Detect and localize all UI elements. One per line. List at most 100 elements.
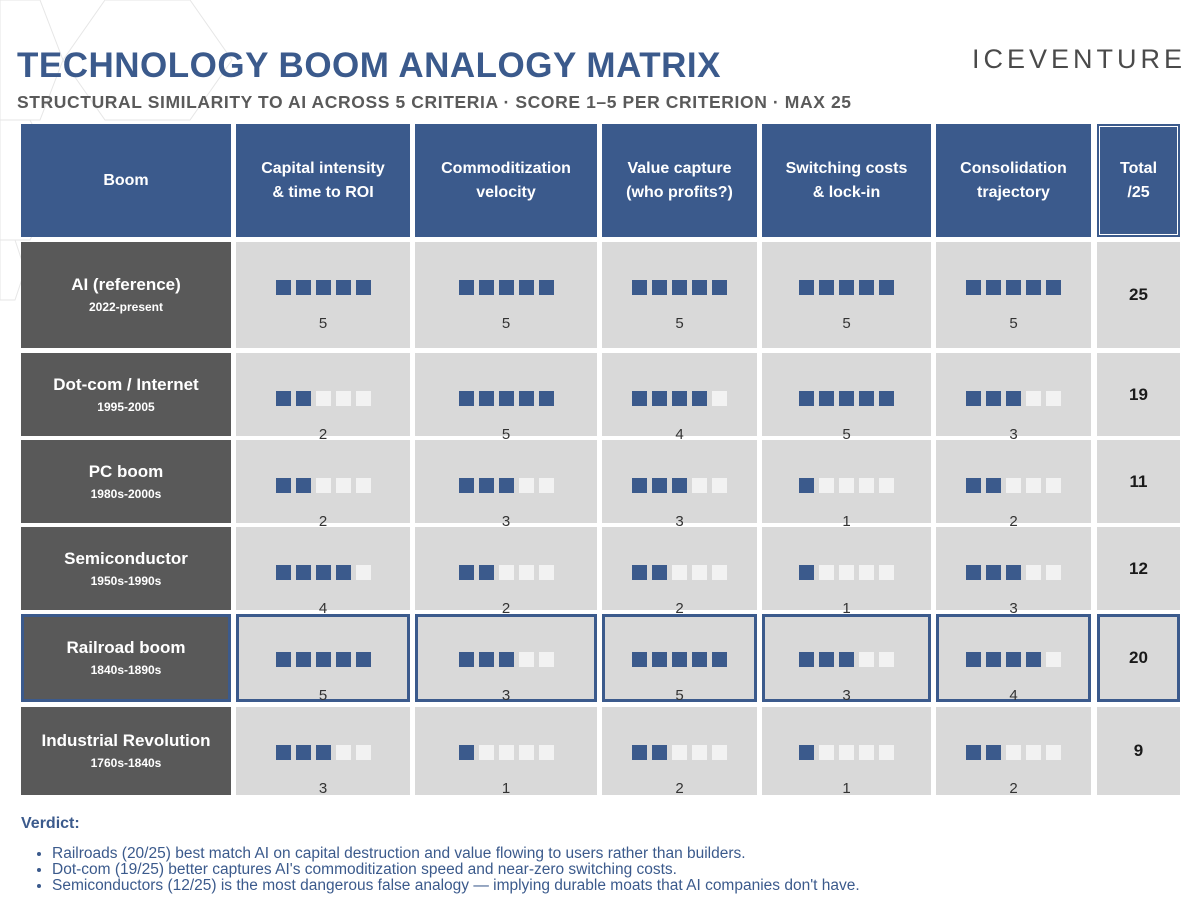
row-name: PC boom — [88, 461, 164, 481]
score-square-empty — [335, 745, 351, 760]
score-square-filled — [478, 565, 494, 580]
score-square-filled — [335, 280, 351, 295]
score-square-filled — [518, 280, 534, 295]
score-square-filled — [652, 280, 667, 295]
header-criterion-label: Value capture (who profits?) — [626, 159, 733, 201]
row-years: 1950s-1990s — [90, 573, 162, 588]
header-criterion-label: Consolidation trajectory — [960, 159, 1067, 201]
score-squares — [236, 745, 410, 760]
score-square-empty — [712, 565, 727, 580]
score-square-empty — [355, 745, 371, 760]
score-value: 5 — [675, 315, 684, 332]
score-square-filled — [966, 478, 981, 493]
score-cell: 3 — [762, 614, 931, 704]
verdict-item: Railroads (20/25) best match AI on capit… — [52, 846, 1172, 862]
score-squares — [762, 565, 931, 580]
score-cell: 5 — [762, 242, 931, 348]
score-value: 3 — [501, 513, 511, 530]
score-cell: 5 — [602, 242, 757, 348]
score-value: 1 — [842, 780, 851, 797]
score-value: 5 — [501, 426, 511, 443]
score-value: 4 — [675, 426, 684, 443]
score-square-filled — [632, 391, 647, 406]
score-square-filled — [632, 652, 647, 667]
row-years: 1995-2005 — [97, 399, 155, 414]
score-cell: 5 — [936, 242, 1091, 348]
verdict-item: Dot-com (19/25) better captures AI's com… — [52, 862, 1172, 878]
score-cell: 2 — [936, 440, 1091, 530]
score-square-filled — [879, 391, 894, 406]
header-total-label: Total/25 — [1119, 159, 1158, 201]
score-square-empty — [1006, 745, 1021, 760]
score-square-empty — [859, 478, 874, 493]
score-square-filled — [478, 478, 494, 493]
score-square-filled — [275, 565, 291, 580]
score-square-empty — [335, 478, 351, 493]
score-square-filled — [966, 391, 981, 406]
score-value: 4 — [1009, 687, 1018, 704]
score-square-empty — [1026, 565, 1041, 580]
score-square-filled — [1026, 652, 1041, 667]
header-criterion-label: Commoditization velocity — [441, 159, 571, 201]
score-square-empty — [692, 565, 707, 580]
row-name: Semiconductor — [64, 548, 188, 568]
score-square-filled — [315, 652, 331, 667]
score-square-empty — [879, 565, 894, 580]
score-square-filled — [295, 745, 311, 760]
score-squares — [762, 478, 931, 493]
score-square-filled — [986, 478, 1001, 493]
score-square-empty — [498, 745, 514, 760]
score-square-empty — [538, 652, 554, 667]
score-cell: 5 — [236, 242, 410, 348]
score-value: 3 — [675, 513, 684, 530]
score-square-empty — [819, 478, 834, 493]
score-square-filled — [672, 391, 687, 406]
score-value: 2 — [675, 600, 684, 617]
score-square-filled — [275, 280, 291, 295]
score-cell: 2 — [602, 707, 757, 797]
score-square-filled — [632, 478, 647, 493]
score-cell: 3 — [936, 353, 1091, 443]
score-value: 5 — [1009, 315, 1018, 332]
score-square-filled — [712, 280, 727, 295]
row-years: 1980s-2000s — [90, 486, 162, 501]
score-square-filled — [819, 652, 834, 667]
score-square-filled — [498, 280, 514, 295]
score-cell: 5 — [762, 353, 931, 443]
score-square-filled — [632, 745, 647, 760]
brand-logo: ICEVENTURE — [972, 44, 1187, 74]
score-square-filled — [295, 652, 311, 667]
score-square-empty — [1026, 478, 1041, 493]
score-square-empty — [1026, 745, 1041, 760]
score-square-filled — [458, 478, 474, 493]
score-cell: 4 — [602, 353, 757, 443]
score-square-filled — [986, 391, 1001, 406]
score-squares — [415, 745, 597, 760]
score-squares — [602, 565, 757, 580]
score-square-filled — [538, 280, 554, 295]
score-square-filled — [478, 280, 494, 295]
score-square-empty — [478, 745, 494, 760]
row-years: 2022-present — [88, 300, 164, 314]
score-square-empty — [692, 745, 707, 760]
score-squares — [939, 652, 1088, 667]
score-value: 1 — [842, 513, 851, 530]
score-cell: 5 — [415, 353, 597, 443]
score-square-filled — [859, 280, 874, 295]
row-label: Railroad boom 1840s-1890s — [21, 614, 231, 702]
score-squares — [602, 745, 757, 760]
row-name: Industrial Revolution — [41, 731, 211, 750]
score-squares — [602, 280, 757, 295]
score-square-empty — [1046, 478, 1061, 493]
score-square-filled — [672, 280, 687, 295]
score-square-filled — [1006, 652, 1021, 667]
score-square-filled — [652, 565, 667, 580]
score-square-empty — [672, 745, 687, 760]
score-square-filled — [478, 391, 494, 406]
score-value: 3 — [842, 687, 851, 704]
score-squares — [239, 652, 407, 667]
score-square-empty — [712, 391, 727, 406]
score-square-filled — [819, 280, 834, 295]
header-criterion: Commoditization velocity — [415, 124, 597, 237]
score-square-empty — [355, 391, 371, 406]
